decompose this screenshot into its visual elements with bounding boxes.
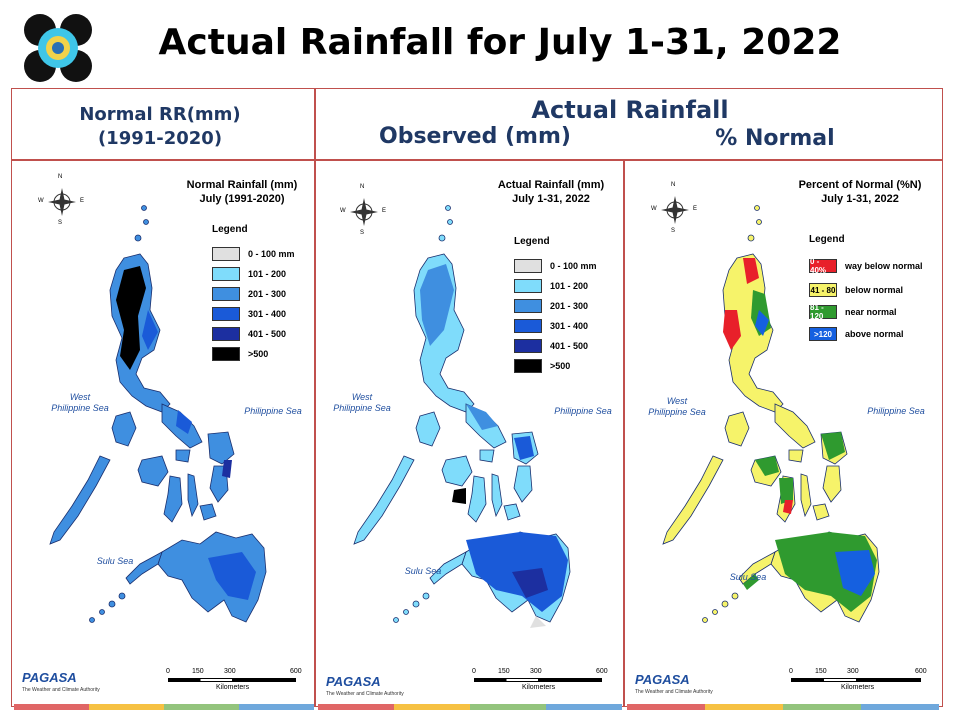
philippine-sea-label: Philippine Sea — [554, 406, 612, 416]
pagasa-tagline: The Weather and Climate Authority — [635, 689, 713, 695]
percent-map-svg — [662, 205, 880, 623]
normal-legend-item: 101 - 200 — [212, 266, 286, 282]
philippine-sea-label: Philippine Sea — [244, 406, 302, 416]
normal-legend-title: Legend — [212, 224, 248, 235]
normal-legend-item: 0 - 100 mm — [212, 246, 295, 262]
percent-normal-map: Percent of Normal (%N) July 1-31, 2022 Le… — [625, 160, 941, 705]
pagasa-brand: PAGASA — [326, 674, 381, 689]
percent-legend-item: 81 - 120 near normal — [809, 303, 897, 321]
sulu-sea-label: Sulu Sea — [96, 556, 134, 566]
pagasa-brand: PAGASA — [635, 672, 690, 687]
west-philippine-sea-label: West Philippine Sea — [51, 392, 109, 413]
sulu-sea-label: Sulu Sea — [404, 566, 442, 576]
percent-legend-item: >120 above normal — [809, 326, 904, 342]
normal-map-svg — [49, 205, 267, 623]
observed-header: Observed (mm) — [379, 124, 571, 149]
observed-legend-item: 401 - 500 — [514, 338, 588, 354]
observed-legend-item: 101 - 200 — [514, 278, 588, 294]
pagasa-tagline: The Weather and Climate Authority — [22, 687, 100, 693]
observed-legend-title: Legend — [514, 236, 550, 247]
pagasa-tagline: The Weather and Climate Authority — [326, 691, 404, 697]
normal-header-frame — [11, 88, 316, 161]
percent-legend-item: 41 - 80 below normal — [809, 283, 904, 297]
normal-legend-item: 301 - 400 — [212, 306, 286, 322]
bottom-color-bar — [14, 704, 314, 710]
observed-legend-item: 0 - 100 mm — [514, 258, 597, 274]
normal-map-title: Normal Rainfall (mm) July (1991-2020) — [186, 179, 298, 205]
percent-map-title: Percent of Normal (%N) July 1-31, 2022 — [798, 179, 922, 205]
west-philippine-sea-label: West Philippine Sea — [648, 396, 706, 417]
observed-rainfall-map: Actual Rainfall (mm) July 1-31, 2022 Lege… — [316, 160, 623, 705]
normal-rainfall-map: Normal Rainfall (mm) July (1991-2020) Leg… — [12, 160, 314, 705]
observed-legend-item: 301 - 400 — [514, 318, 588, 334]
percent-normal-header: % Normal — [715, 126, 835, 151]
percent-legend-item: 0 - 40% way below normal — [809, 257, 923, 275]
normal-header-line1: Normal RR(mm) — [79, 104, 241, 125]
bottom-color-bar — [318, 704, 622, 710]
normal-legend-item: 201 - 300 — [212, 286, 286, 302]
observed-legend-item: >500 — [514, 358, 570, 374]
sulu-sea-label: Sulu Sea — [729, 572, 767, 582]
slide-title: Actual Rainfall for July 1-31, 2022 — [158, 22, 842, 63]
normal-legend-item: >500 — [212, 346, 268, 362]
west-philippine-sea-label: West Philippine Sea — [333, 392, 391, 413]
normal-header-line2: (1991-2020) — [97, 128, 223, 149]
actual-rainfall-header: Actual Rainfall — [531, 96, 729, 124]
observed-map-svg — [353, 205, 571, 628]
pagasa-brand: PAGASA — [22, 670, 77, 685]
philippine-sea-label: Philippine Sea — [867, 406, 925, 416]
pagasa-logo — [22, 12, 94, 84]
observed-legend-item: 201 - 300 — [514, 298, 588, 314]
observed-map-title: Actual Rainfall (mm) July 1-31, 2022 — [497, 179, 605, 205]
normal-legend-item: 401 - 500 — [212, 326, 286, 342]
actual-header-frame — [314, 88, 943, 161]
bottom-color-bar — [627, 704, 939, 710]
percent-legend-title: Legend — [809, 234, 845, 245]
